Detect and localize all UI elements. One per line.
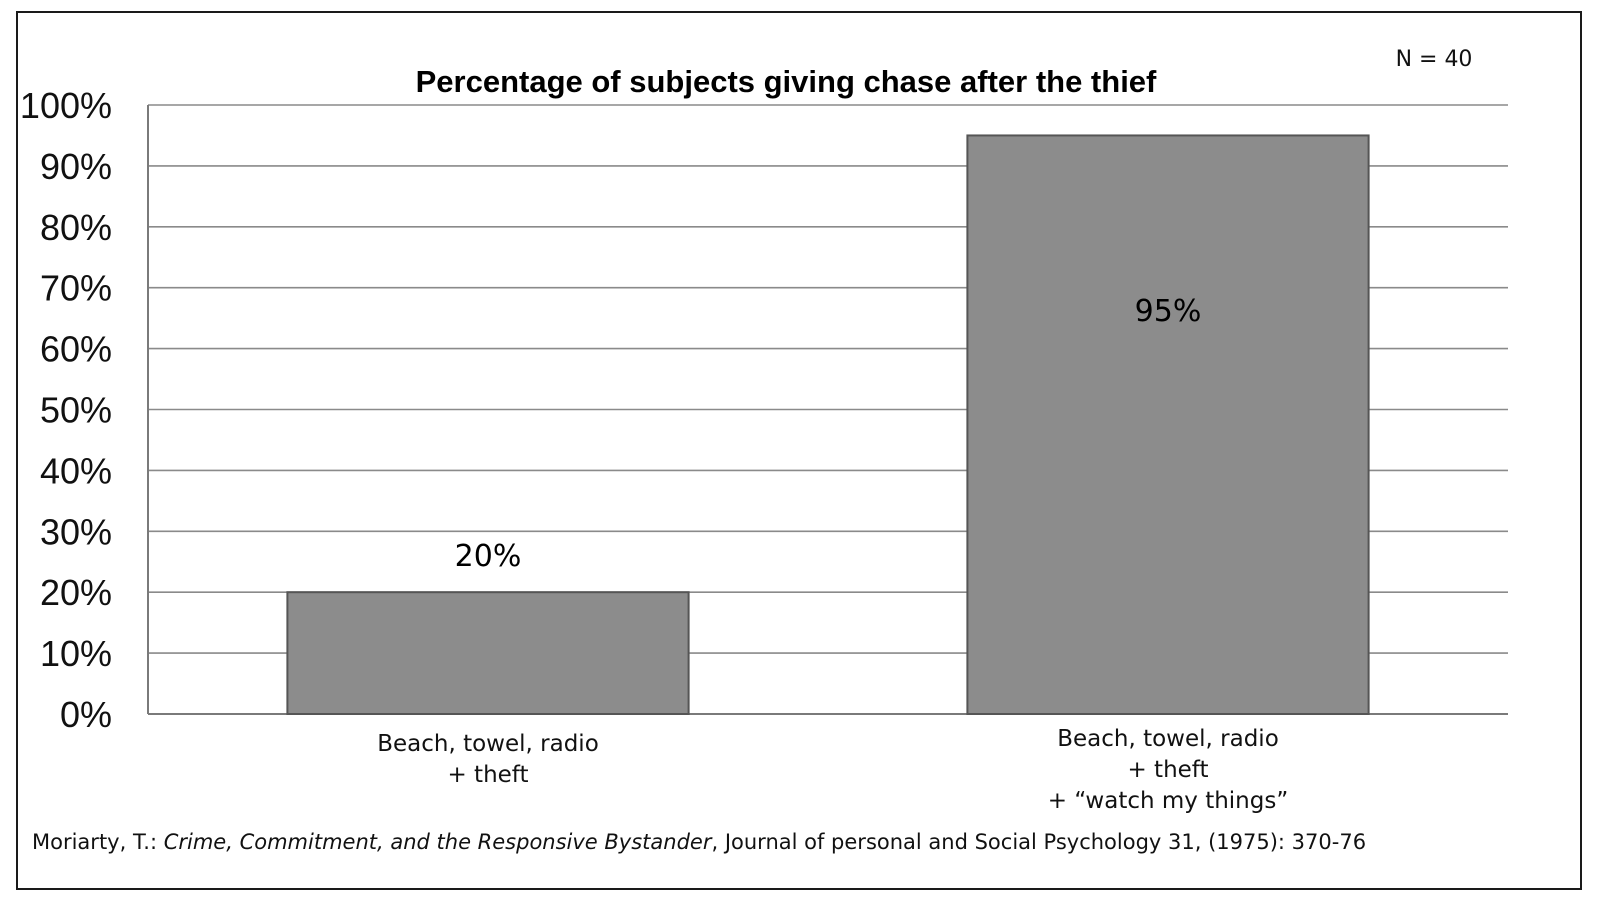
- source-citation: Moriarty, T.: Crime, Commitment, and the…: [32, 830, 1366, 854]
- bars: [286, 134, 1370, 716]
- source-work-title: Crime, Commitment, and the Responsive By…: [163, 830, 712, 854]
- category-label: Beach, towel, radio + theft: [377, 731, 599, 788]
- y-tick-label: 10%: [40, 633, 112, 674]
- y-tick-label: 0%: [60, 694, 112, 735]
- category-label: Beach, towel, radio + theft + “watch my th…: [1048, 726, 1289, 814]
- y-tick-label: 50%: [40, 390, 112, 431]
- y-tick-label: 40%: [40, 450, 112, 491]
- y-tick-label: 20%: [40, 572, 112, 613]
- y-tick-label: 100%: [20, 85, 112, 126]
- sample-size-annotation: N = 40: [1396, 47, 1473, 72]
- source-author: Moriarty, T.:: [32, 830, 164, 854]
- chart-title: Percentage of subjects giving chase afte…: [416, 64, 1157, 99]
- bar: [966, 134, 1370, 715]
- y-tick-label: 30%: [40, 511, 112, 552]
- y-tick-label: 70%: [40, 268, 112, 309]
- source-details: , Journal of personal and Social Psychol…: [711, 830, 1367, 854]
- data-labels: 20% 95%: [455, 294, 1202, 574]
- bar: [286, 591, 690, 716]
- y-tick-label: 90%: [40, 146, 112, 187]
- x-axis-category-labels: Beach, towel, radio + theft Beach, towel, …: [377, 726, 1288, 814]
- data-label: 20%: [455, 539, 522, 574]
- data-label: 95%: [1135, 294, 1202, 329]
- y-tick-label: 80%: [40, 207, 112, 248]
- y-tick-label: 60%: [40, 329, 112, 370]
- y-axis-tick-labels: 0% 10% 20% 30% 40% 50% 60% 70% 80% 90% 100%: [20, 85, 112, 735]
